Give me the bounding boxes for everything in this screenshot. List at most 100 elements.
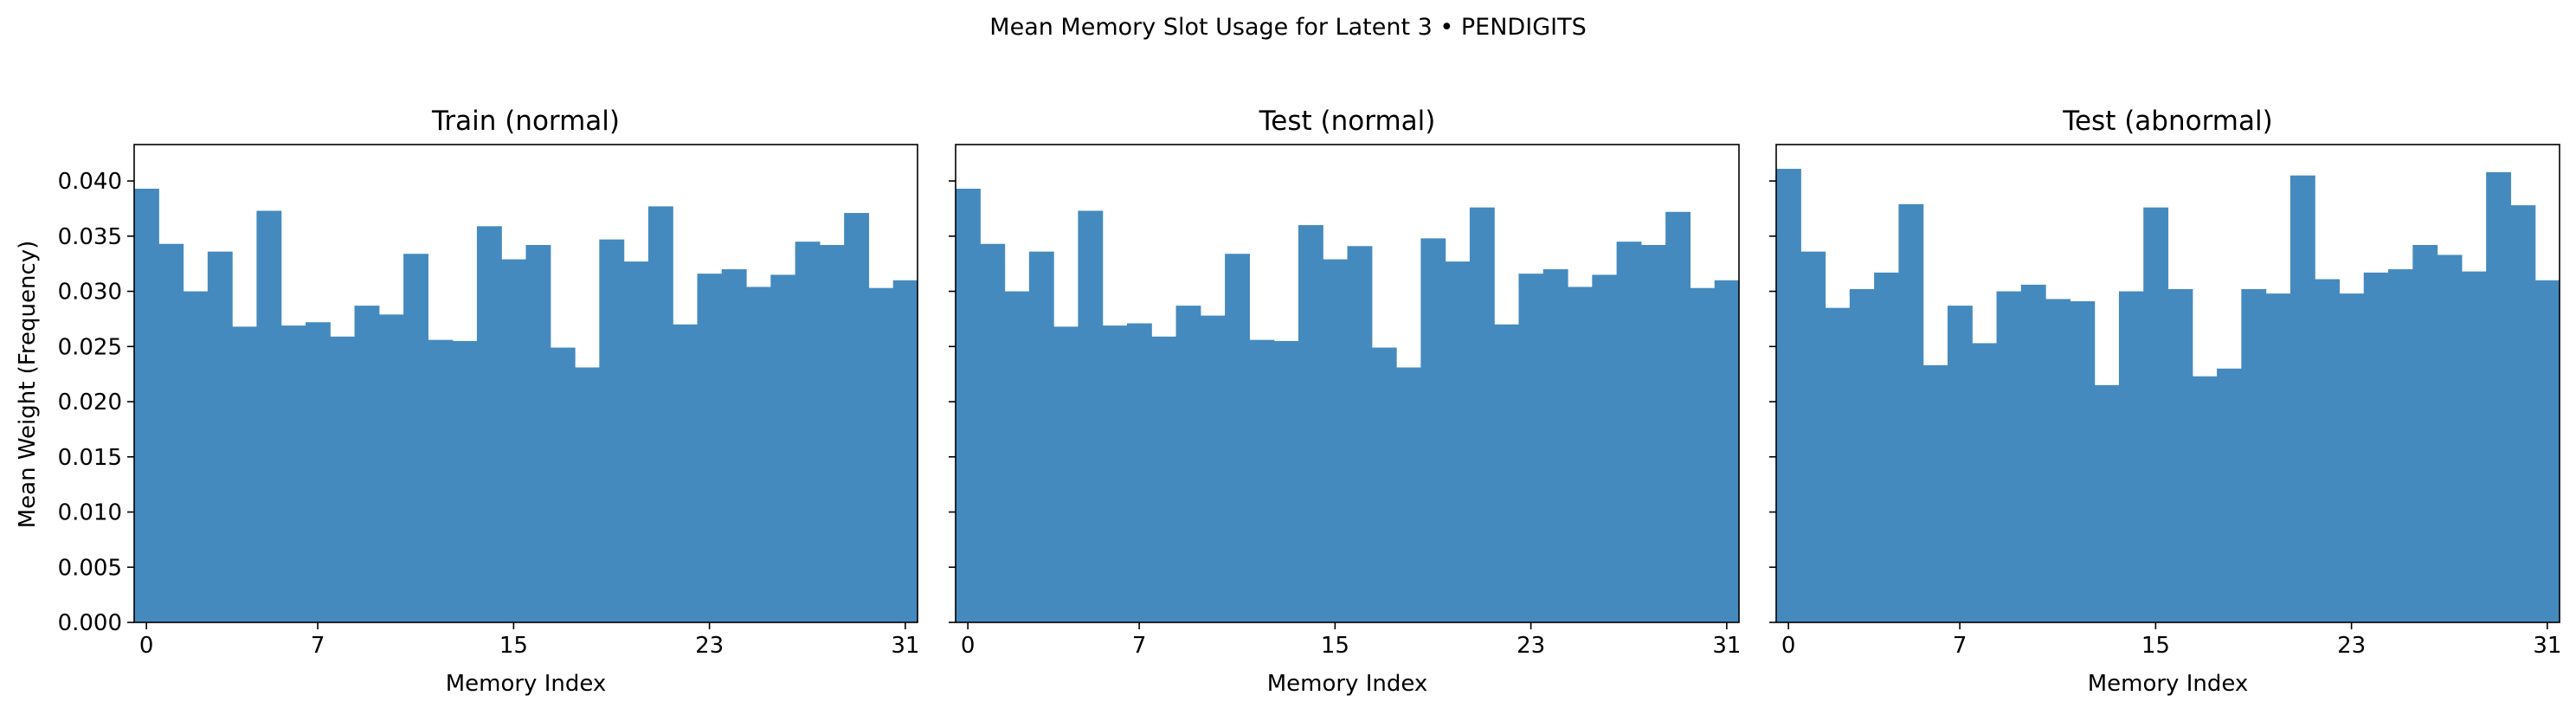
subplot-title: Test (abnormal)	[2062, 106, 2272, 137]
y-tick-label: 0.035	[58, 224, 122, 250]
x-tick-label: 31	[1712, 633, 1741, 659]
bar-10	[1200, 315, 1226, 622]
y-tick-label: 0.025	[58, 334, 122, 360]
bar-29	[844, 213, 870, 623]
bar-30	[1690, 287, 1716, 622]
bar-26	[770, 274, 796, 622]
bar-9	[1996, 291, 2022, 622]
bar-10	[378, 314, 404, 622]
bar-28	[1640, 245, 1666, 622]
bar-20	[623, 261, 649, 622]
bar-31	[892, 280, 918, 622]
bar-12	[428, 339, 454, 622]
bar-17	[2192, 376, 2218, 622]
subplot-3: Test (abnormal) 0 7 15 23 31 Memory Index	[1769, 106, 2561, 697]
y-tick-label: 0.030	[58, 280, 122, 306]
x-tick-label: 7	[311, 633, 325, 659]
bar-25	[2388, 269, 2413, 622]
bar-3	[1028, 251, 1054, 622]
bar-19	[2241, 289, 2267, 622]
bar-23	[697, 274, 723, 622]
y-tick-label: 0.005	[58, 555, 122, 581]
bar-8	[330, 336, 356, 622]
bar-11	[2045, 299, 2070, 622]
bar-24	[1542, 269, 1568, 622]
bar-19	[599, 239, 625, 622]
bar-2	[1825, 307, 1851, 622]
x-tick-label: 31	[2533, 633, 2561, 659]
bar-15	[501, 259, 527, 622]
bar-12	[2070, 301, 2096, 622]
axes-frame	[133, 144, 918, 623]
bar-25	[1568, 287, 1593, 622]
bar-27	[2437, 254, 2463, 622]
bar-21	[647, 206, 673, 622]
bar-7	[1126, 323, 1152, 622]
bar-15	[2143, 207, 2169, 622]
bar-4	[232, 326, 258, 622]
bar-7	[1947, 306, 1973, 622]
x-axis-label: Memory Index	[2088, 671, 2249, 697]
bar-27	[1616, 242, 1642, 622]
bar-18	[2217, 368, 2242, 622]
bar-5	[1078, 210, 1104, 622]
bar-13	[452, 340, 478, 622]
x-tick-label: 23	[695, 633, 724, 659]
axes-frame	[1775, 144, 2560, 623]
bar-4	[1874, 272, 1900, 622]
bar-5	[256, 210, 282, 622]
bar-20	[1445, 261, 1471, 622]
subplot-panels: Train (normal) 0 7 15 23 31 0.000 0.005 0.010 0.0…	[58, 106, 2562, 697]
bar-7	[305, 322, 331, 622]
bar-21	[1469, 207, 1495, 622]
bar-23	[2339, 293, 2365, 622]
bar-21	[2289, 175, 2315, 623]
x-axis-label: Memory Index	[1267, 671, 1428, 697]
bar-13	[2094, 384, 2120, 622]
bar-11	[1225, 254, 1250, 622]
x-tick-label: 0	[139, 633, 154, 659]
figure-suptitle: Mean Memory Slot Usage for Latent 3 • PE…	[989, 14, 1586, 41]
bar-22	[1494, 324, 1520, 622]
bar-19	[1420, 238, 1446, 622]
bar-10	[2020, 284, 2046, 622]
bar-6	[1102, 325, 1128, 622]
bar-8	[1151, 336, 1177, 622]
x-tick-label: 31	[891, 633, 919, 659]
bar-3	[1849, 289, 1875, 622]
bar-30	[2510, 205, 2536, 622]
bar-2	[1004, 291, 1030, 622]
bar-16	[1347, 246, 1373, 622]
bar-5	[1898, 203, 1924, 623]
bar-2	[183, 291, 209, 622]
axes-frame	[955, 144, 1740, 623]
y-tick-label: 0.040	[58, 169, 122, 195]
bar-22	[2315, 279, 2341, 622]
bar-15	[1323, 259, 1349, 622]
bar-13	[1273, 340, 1299, 622]
y-axis-label: Mean Weight (Frequency)	[15, 241, 41, 529]
subplot-title: Test (normal)	[1259, 106, 1436, 137]
bar-24	[2363, 272, 2389, 622]
bar-0	[956, 188, 981, 622]
bar-14	[476, 226, 502, 622]
bar-12	[1249, 339, 1275, 622]
bar-1	[158, 243, 184, 622]
y-tick-label: 0.000	[58, 610, 122, 636]
bar-1	[1800, 251, 1826, 622]
x-axis-label: Memory Index	[446, 671, 607, 697]
bar-23	[1518, 274, 1544, 622]
bar-3	[207, 251, 233, 622]
subplot-title: Train (normal)	[431, 106, 620, 137]
bar-4	[1053, 326, 1079, 622]
bar-1	[980, 243, 1006, 622]
bar-28	[819, 245, 845, 622]
bar-14	[2118, 291, 2144, 622]
bar-0	[134, 188, 159, 622]
bar-22	[673, 324, 699, 622]
x-tick-label: 23	[1517, 633, 1545, 659]
bar-24	[721, 269, 747, 622]
bar-27	[795, 242, 821, 622]
bar-6	[1922, 364, 1948, 622]
